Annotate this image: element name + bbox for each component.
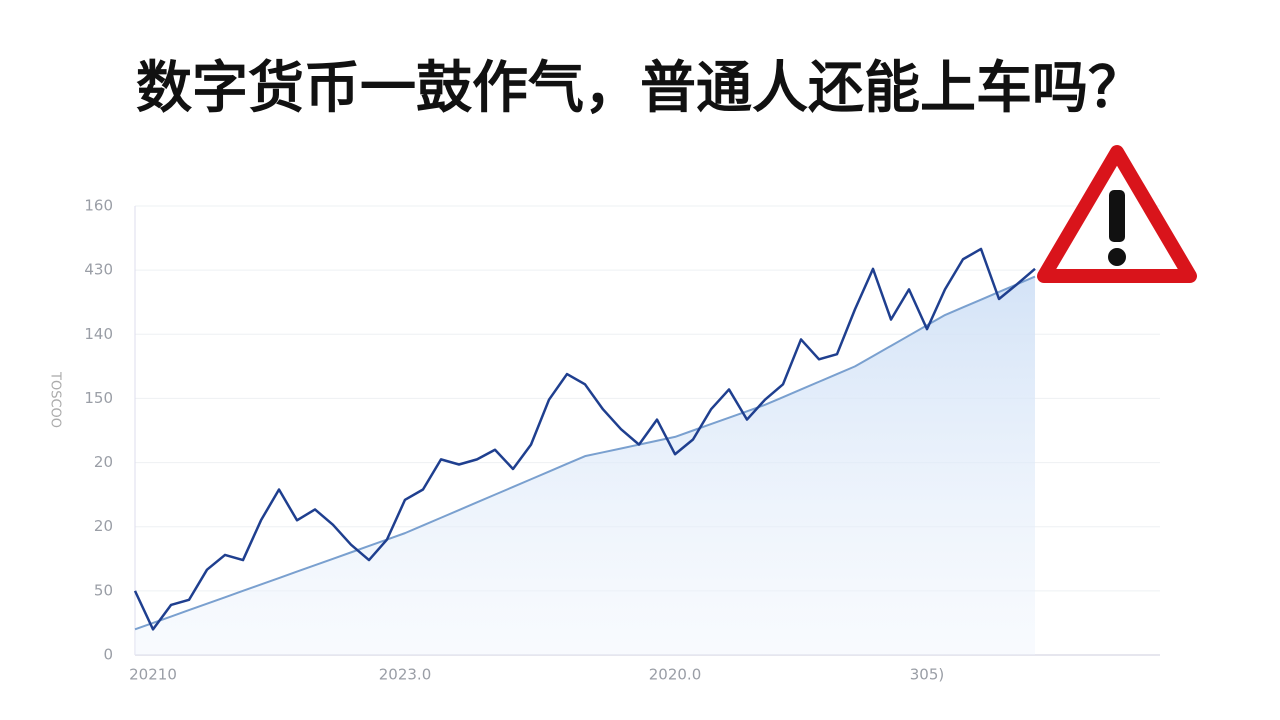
y-tick-label: 20: [94, 453, 113, 471]
y-tick-label: 20: [94, 517, 113, 535]
line-series: [133, 247, 1036, 631]
x-tick-label: 2023.0: [379, 666, 432, 684]
warning-icon: [1037, 145, 1197, 283]
area-fill: [135, 276, 1035, 655]
x-tick-label: 2020.0: [649, 666, 702, 684]
y-axis-label: TOSCOO: [48, 371, 63, 428]
y-tick-label: 150: [84, 389, 113, 407]
y-tick-label: 140: [84, 325, 113, 343]
x-tick-label: 305): [910, 666, 944, 684]
y-tick-label: 50: [94, 581, 113, 599]
y-tick-label: 160: [84, 197, 113, 215]
y-tick-label: 0: [103, 646, 113, 664]
chart-title: 数字货币一鼓作气，普通人还能上车吗？: [136, 56, 1144, 121]
y-tick-label: 430: [84, 261, 113, 279]
line-series: [134, 275, 1036, 631]
x-tick-label: 20210: [129, 666, 177, 684]
